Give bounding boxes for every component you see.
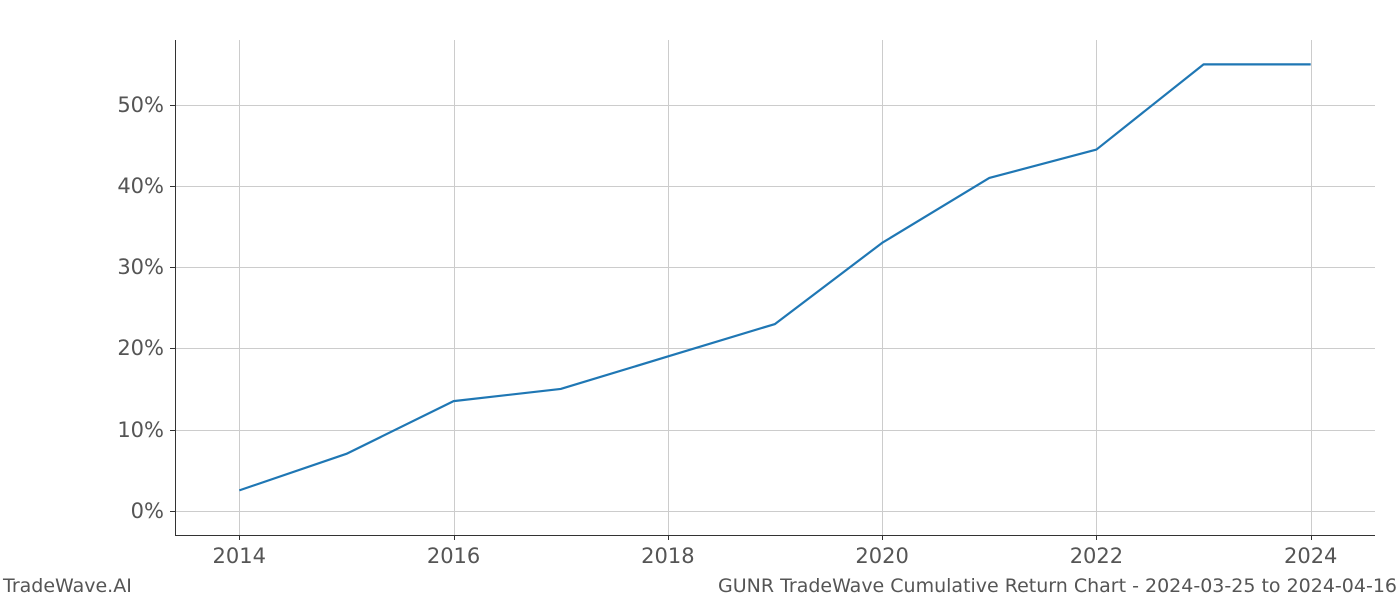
x-tick-label: 2014 [213, 544, 266, 568]
y-tick-label: 10% [117, 418, 164, 442]
y-axis-spine [175, 40, 176, 535]
chart-container: TradeWave.AI GUNR TradeWave Cumulative R… [0, 0, 1400, 600]
y-tick-label: 50% [117, 93, 164, 117]
y-tick-label: 40% [117, 174, 164, 198]
x-axis-spine [175, 535, 1375, 536]
footer-left-label: TradeWave.AI [3, 575, 132, 597]
plot-area [175, 40, 1375, 535]
y-tick-label: 0% [131, 499, 164, 523]
footer-right-label: GUNR TradeWave Cumulative Return Chart -… [718, 575, 1397, 597]
y-tick-label: 30% [117, 255, 164, 279]
x-tick-label: 2024 [1284, 544, 1337, 568]
x-tick-label: 2020 [855, 544, 908, 568]
y-tick-label: 20% [117, 336, 164, 360]
x-tick-label: 2016 [427, 544, 480, 568]
x-tick-label: 2022 [1070, 544, 1123, 568]
x-tick-label: 2018 [641, 544, 694, 568]
cumulative-return-line [239, 64, 1310, 490]
line-series-layer [175, 40, 1375, 535]
